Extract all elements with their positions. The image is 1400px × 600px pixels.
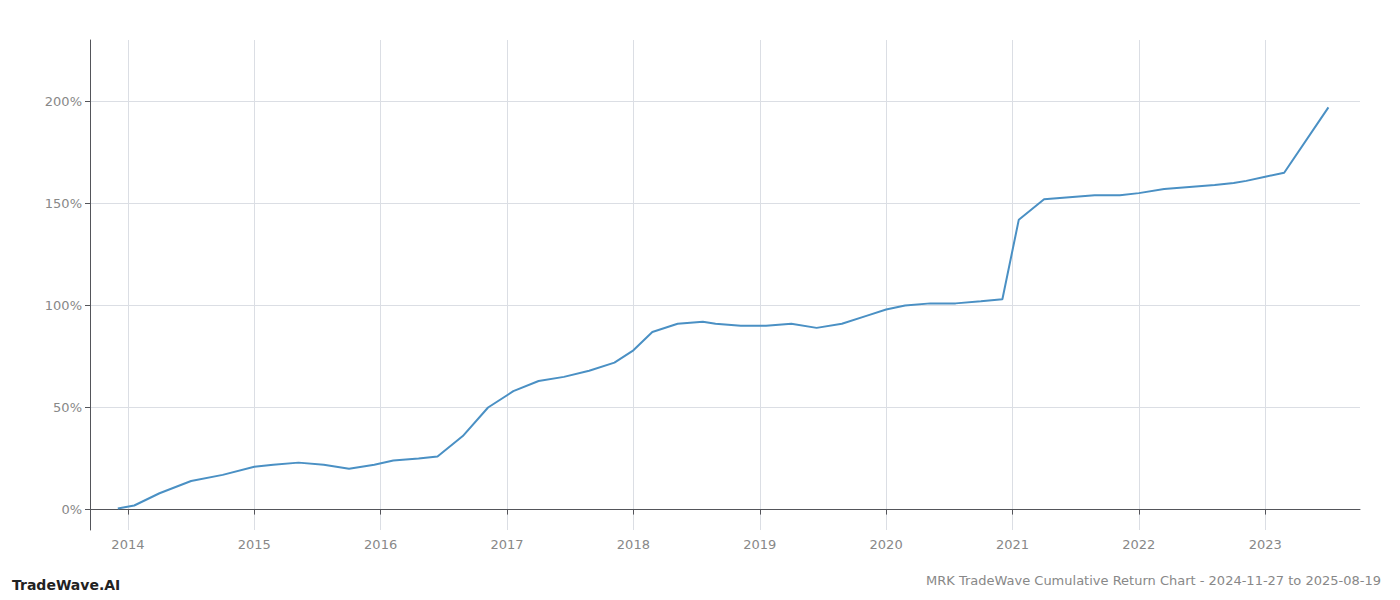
svg-text:100%: 100% [45, 298, 82, 313]
svg-text:2017: 2017 [490, 537, 523, 552]
svg-text:2015: 2015 [238, 537, 271, 552]
svg-text:2023: 2023 [1249, 537, 1282, 552]
svg-text:50%: 50% [53, 400, 82, 415]
svg-text:MRK TradeWave Cumulative Retur: MRK TradeWave Cumulative Return Chart - … [926, 573, 1381, 588]
svg-text:0%: 0% [61, 502, 82, 517]
svg-text:2019: 2019 [743, 537, 776, 552]
svg-text:TradeWave.AI: TradeWave.AI [12, 577, 120, 593]
svg-text:150%: 150% [45, 196, 82, 211]
svg-text:2018: 2018 [617, 537, 650, 552]
svg-text:2014: 2014 [111, 537, 144, 552]
svg-text:2021: 2021 [996, 537, 1029, 552]
svg-text:200%: 200% [45, 94, 82, 109]
svg-text:2016: 2016 [364, 537, 397, 552]
svg-text:2020: 2020 [870, 537, 903, 552]
svg-text:2022: 2022 [1122, 537, 1155, 552]
